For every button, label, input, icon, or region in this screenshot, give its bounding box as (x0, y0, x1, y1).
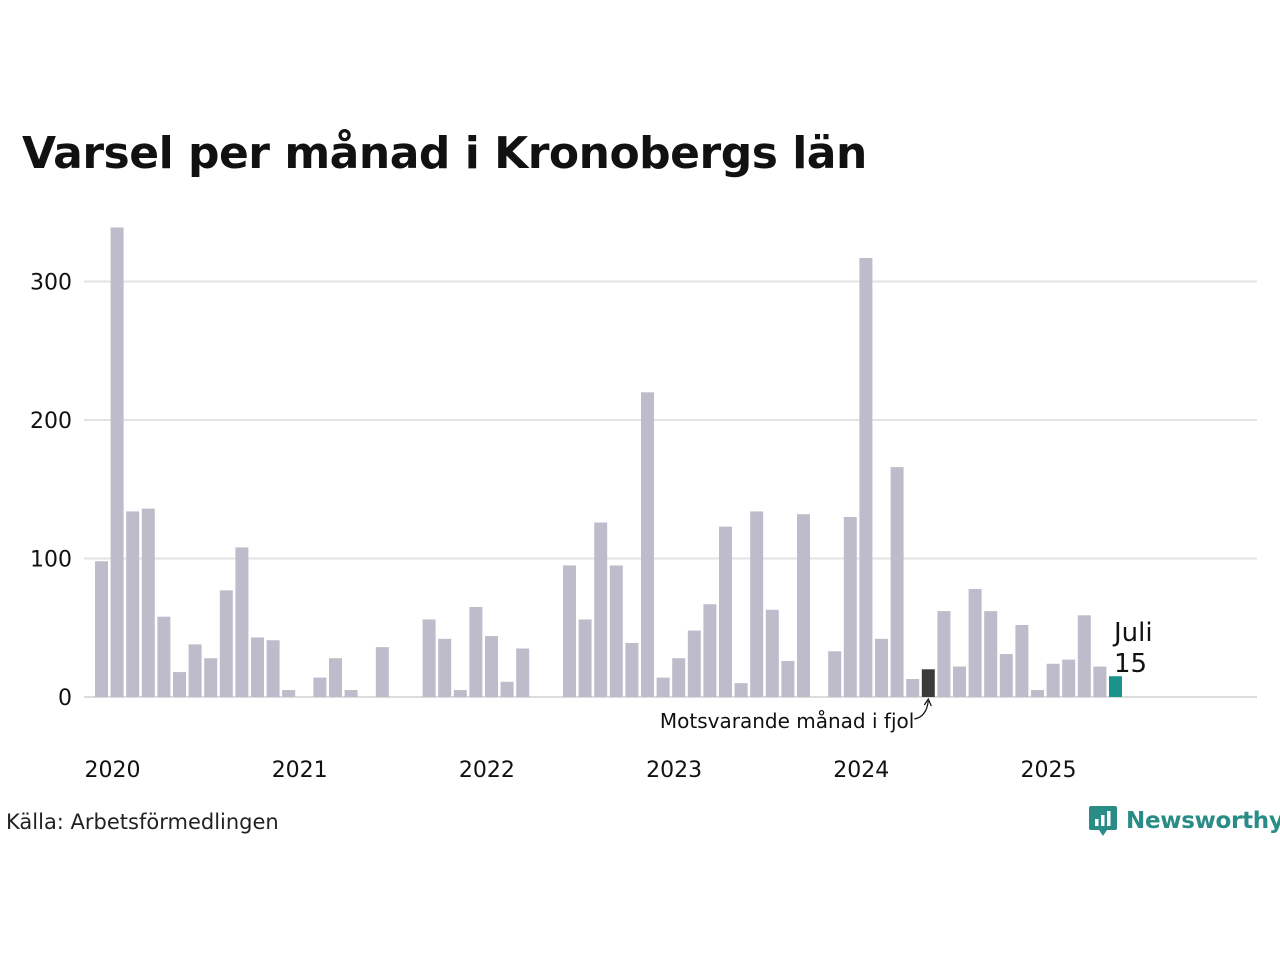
bar (282, 690, 296, 697)
bar (843, 516, 857, 697)
bar (469, 606, 483, 697)
annotation-arrow (914, 700, 929, 720)
bar (422, 619, 436, 697)
bar (1031, 690, 1044, 697)
bar (968, 588, 982, 697)
bar (953, 666, 966, 697)
x-tick-label: 2021 (272, 758, 328, 783)
previous-year-annotation: Motsvarande månad i fjol (660, 709, 914, 733)
bar (313, 677, 327, 697)
brand-name: Newsworthy (1126, 808, 1280, 834)
annotation-arrowhead (923, 697, 932, 707)
bar (625, 642, 639, 697)
bar (594, 522, 608, 697)
bar (1015, 624, 1029, 697)
bar (765, 609, 779, 697)
current-month-label: Juli (1112, 618, 1153, 648)
bar (266, 640, 280, 697)
axis-labels: 0 100 200 300 2020 2021 2022 2023 2024 2025 (30, 271, 1077, 784)
bar (984, 611, 998, 697)
bars (95, 227, 1122, 698)
bar (235, 547, 249, 697)
bar (110, 227, 124, 698)
bar (516, 648, 530, 697)
bar (750, 511, 764, 697)
bar (329, 658, 342, 697)
bar (251, 637, 264, 697)
bar (563, 565, 576, 697)
bar (157, 616, 171, 697)
y-tick-label: 100 (30, 548, 72, 573)
bar (609, 565, 623, 697)
bar (1046, 663, 1060, 697)
x-tick-label: 2024 (833, 758, 889, 783)
x-tick-label: 2022 (459, 758, 515, 783)
bar (141, 508, 155, 697)
bar (999, 654, 1013, 697)
y-tick-label: 200 (30, 409, 72, 434)
bar (906, 678, 920, 697)
bar (485, 636, 498, 697)
bar (188, 644, 202, 697)
newsworthy-logo-icon (1089, 806, 1117, 836)
bar-current-month (1109, 676, 1122, 697)
bar (219, 590, 233, 697)
y-tick-label: 300 (30, 271, 72, 296)
bar (95, 561, 108, 697)
bar (375, 647, 389, 697)
bar (797, 514, 810, 697)
bar (578, 619, 592, 697)
x-tick-label: 2020 (85, 758, 141, 783)
source-note: Källa: Arbetsförmedlingen (6, 810, 279, 834)
bar (344, 690, 358, 697)
bar (438, 638, 452, 697)
bar (859, 257, 873, 697)
bar (703, 604, 717, 697)
x-tick-label: 2023 (646, 758, 702, 783)
bar (734, 683, 748, 697)
bar (656, 677, 670, 697)
bar (641, 392, 654, 697)
bar (875, 638, 888, 697)
bar (937, 611, 951, 697)
bar (672, 658, 686, 697)
bar (1093, 666, 1107, 697)
bar (1062, 659, 1076, 697)
chart-title: Varsel per månad i Kronobergs län (22, 128, 867, 179)
bar-same-month-last-year (921, 669, 935, 697)
bar (173, 672, 186, 697)
bar (500, 681, 514, 697)
bar (781, 660, 795, 697)
bar (687, 630, 701, 697)
bar (126, 511, 140, 697)
brand-logo: Newsworthy (1088, 804, 1280, 838)
bar (204, 658, 218, 697)
x-tick-label: 2025 (1021, 758, 1077, 783)
bar (1077, 615, 1091, 697)
current-value-label: 15 (1114, 649, 1147, 679)
bar (719, 526, 732, 697)
bar (828, 651, 842, 697)
bar (453, 690, 467, 697)
bar (890, 467, 904, 697)
y-tick-label: 0 (58, 686, 72, 711)
